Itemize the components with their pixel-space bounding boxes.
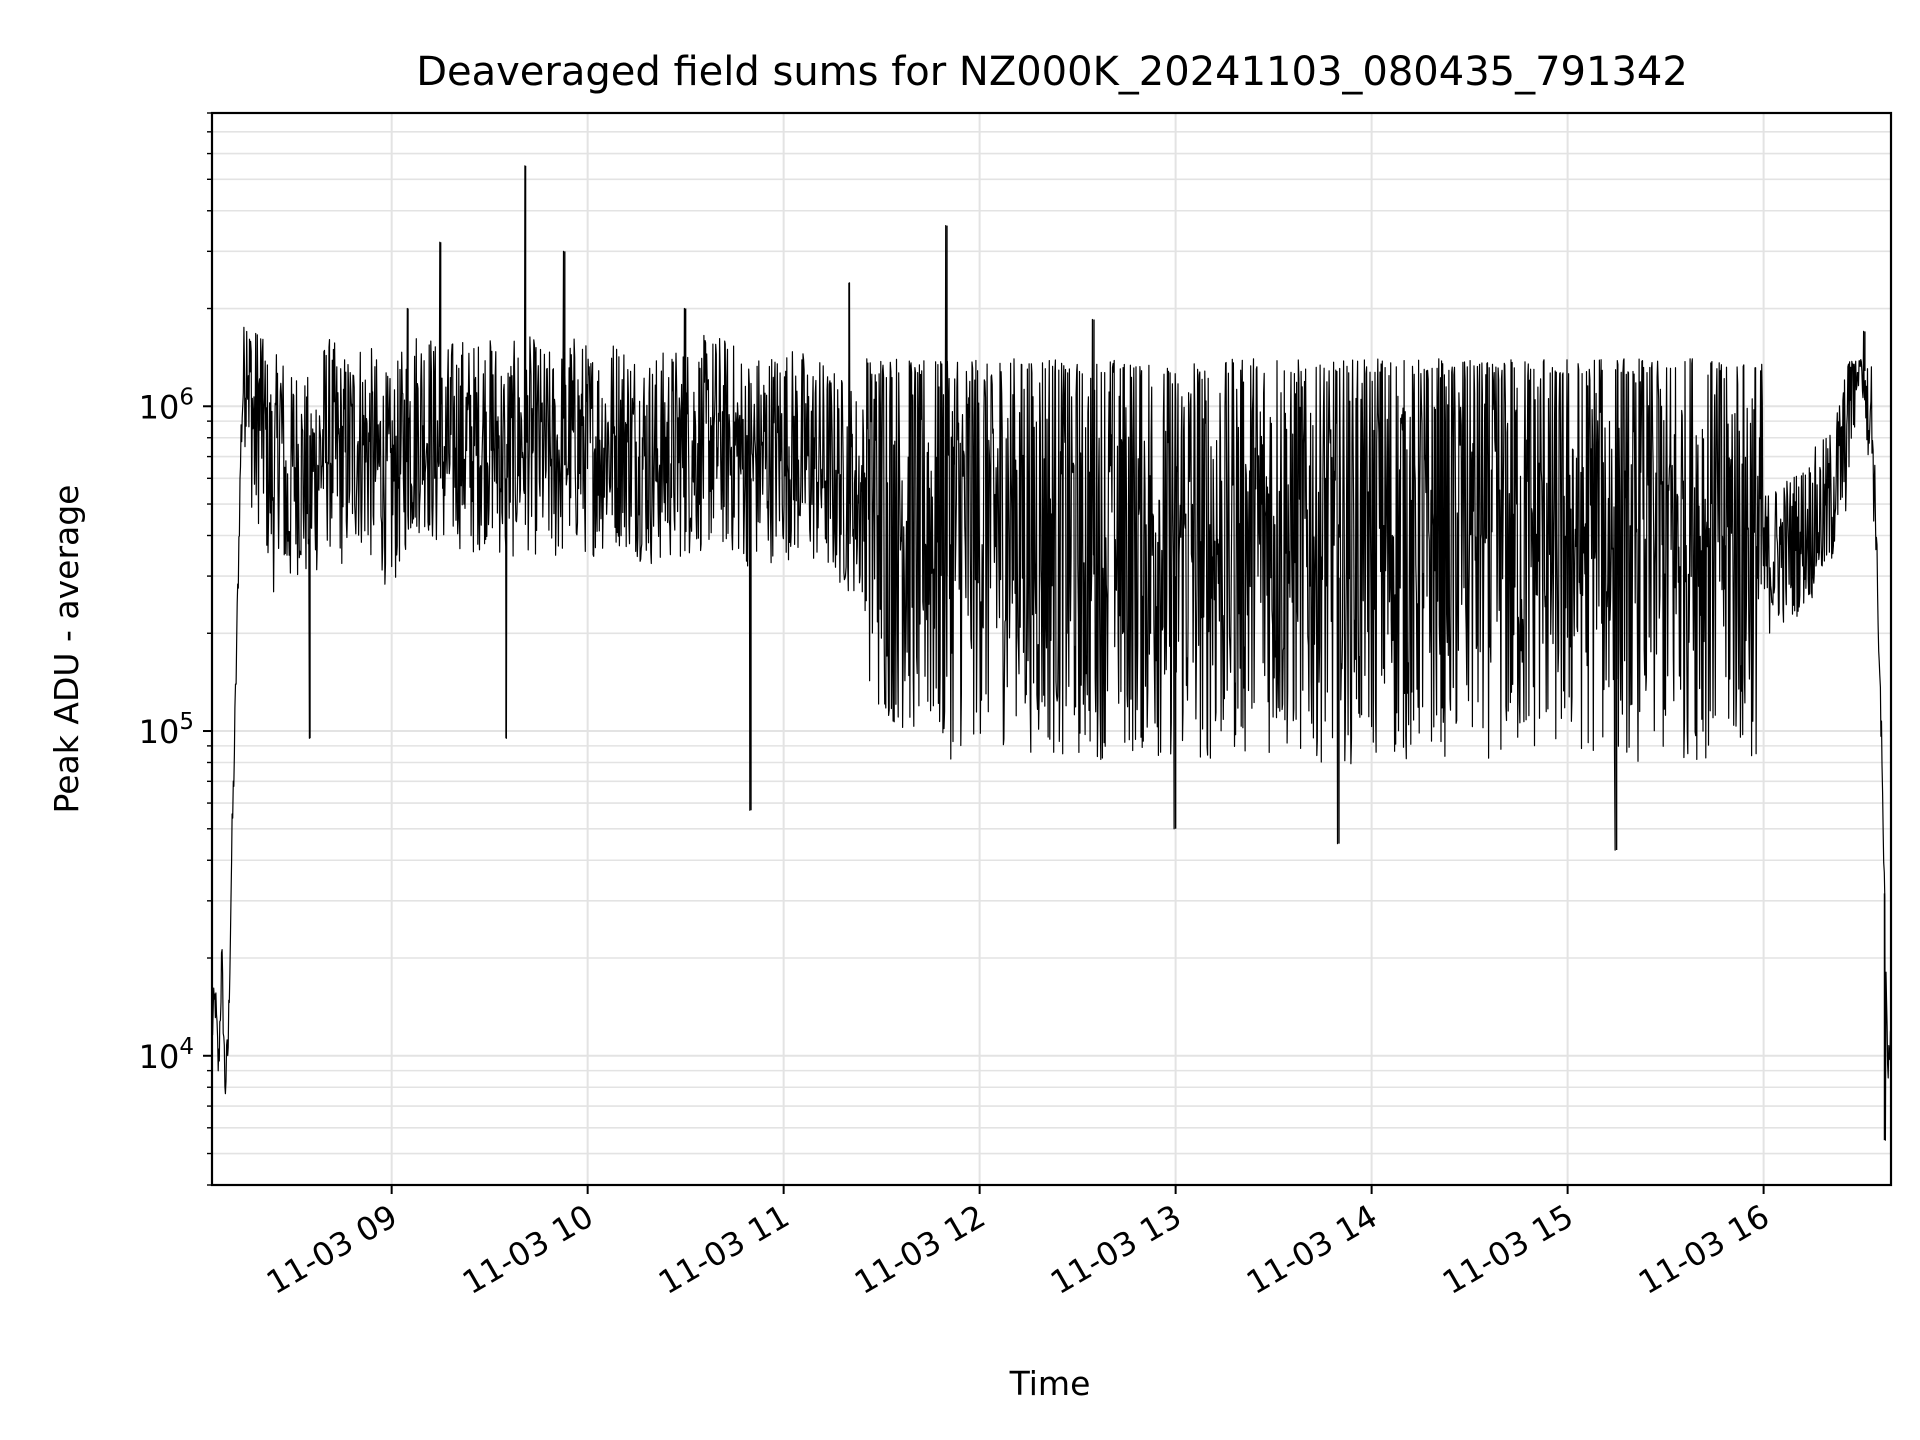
y-tick-label-exponent: 4 bbox=[179, 1034, 194, 1060]
y-tick-label: 105 bbox=[139, 709, 194, 751]
series-line bbox=[211, 165, 1892, 1141]
y-tick-label: 104 bbox=[139, 1034, 194, 1076]
plot-frame bbox=[210, 111, 1893, 1187]
y-tick-label-base: 10 bbox=[139, 388, 180, 426]
x-axis-label: Time bbox=[1009, 1364, 1091, 1403]
y-tick-label-exponent: 5 bbox=[179, 709, 194, 735]
y-tick-label-base: 10 bbox=[139, 1038, 180, 1076]
y-axis-label: Peak ADU - average bbox=[47, 485, 86, 814]
y-tick-label-base: 10 bbox=[139, 713, 180, 751]
data-line-layer bbox=[211, 165, 1892, 1141]
chart-title: Deaveraged field sums for NZ000K_2024110… bbox=[416, 49, 1688, 95]
y-tick-label-exponent: 6 bbox=[179, 384, 194, 410]
y-tick-label: 106 bbox=[139, 384, 194, 426]
